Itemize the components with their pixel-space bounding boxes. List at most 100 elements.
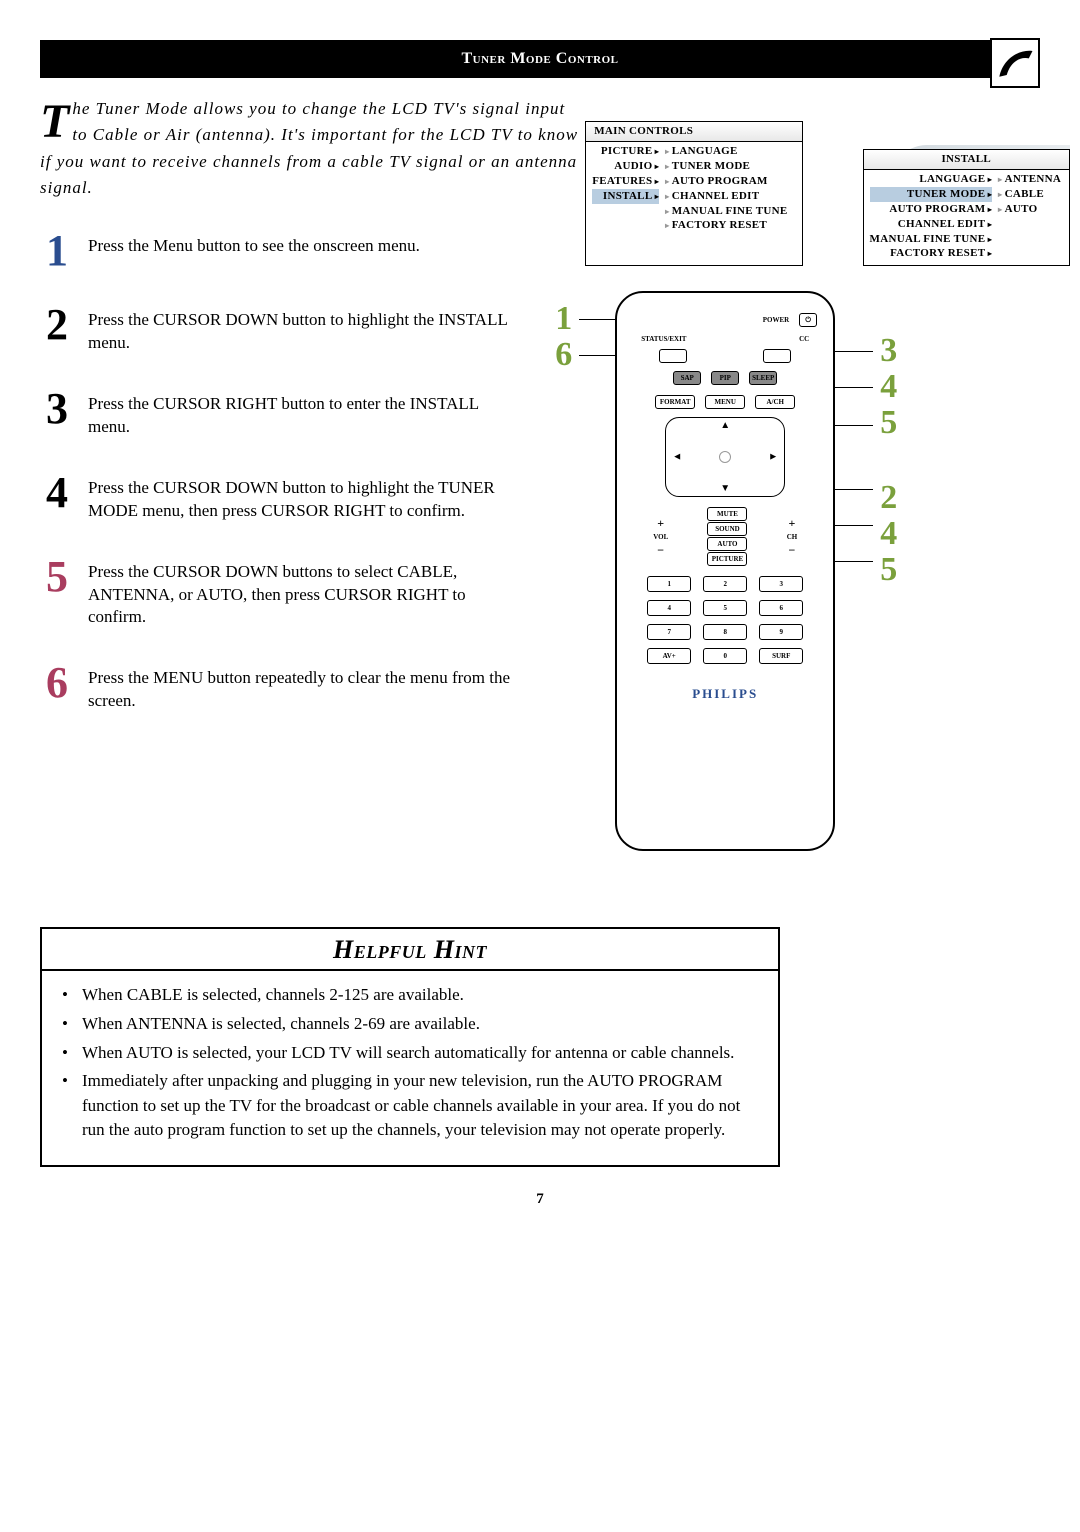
step-number: 3 [40,389,74,439]
menu-diagrams: MAIN CONTROLS PICTUREAUDIOFEATURESINSTAL… [585,121,1070,281]
leader-line [833,351,873,352]
cursor-left: ◄ [672,452,682,463]
menu-item: AUTO PROGRAM [870,202,992,217]
ch-minus: − [789,543,796,558]
numpad-button: SURF [759,648,803,664]
avch-button: A/CH [755,395,795,409]
step-number: 2 [40,305,74,355]
vol-minus: − [657,543,664,558]
numpad-button: 7 [647,624,691,640]
menu-item: MANUAL FINE TUNE [870,232,992,247]
leader-line [579,355,615,356]
vol-ch-cluster: + VOL − MUTE SOUND AUTO PICTURE + CH − [653,507,797,566]
menu-item: TUNER MODE [870,187,992,202]
cursor-up: ▲ [720,420,730,431]
step-text: Press the Menu button to see the onscree… [88,231,420,271]
intro-paragraph: T he Tuner Mode allows you to change the… [40,96,580,201]
intro-dropcap: T [40,100,70,143]
power-label: POWER [763,316,789,324]
menu-item: PICTURE [592,144,659,159]
menu-main-controls: MAIN CONTROLS PICTUREAUDIOFEATURESINSTAL… [585,121,802,266]
callouts-right: 345245 [880,333,897,587]
menu-item: AUDIO [592,159,659,174]
step: 1 Press the Menu button to see the onscr… [40,231,515,271]
auto-button: AUTO [707,537,747,551]
menu-item: AUTO PROGRAM [665,174,787,189]
intro-text: he Tuner Mode allows you to change the L… [40,99,578,197]
callout-number: 2 [880,480,897,516]
menu-item: LANGUAGE [665,144,787,159]
header-bar: Tuner Mode Control [40,40,1040,78]
status-label: STATUS/EXIT [641,335,686,343]
menu-item: ANTENNA [998,172,1061,187]
step-number: 5 [40,557,74,630]
cursor-down: ▼ [720,483,730,494]
step: 5 Press the CURSOR DOWN buttons to selec… [40,557,515,630]
hint-item: When ANTENNA is selected, channels 2-69 … [78,1012,756,1037]
remote-wrap: 16 345245 POWER ⏻ STATUS/EXIT CC [585,291,865,851]
diagram-column: MAIN CONTROLS PICTUREAUDIOFEATURESINSTAL… [525,231,1040,747]
menu-install: INSTALL LANGUAGETUNER MODEAUTO PROGRAMCH… [863,149,1070,266]
step-text: Press the CURSOR DOWN button to highligh… [88,305,515,355]
numpad-button: 1 [647,576,691,592]
callout-number: 4 [880,369,897,405]
step-number: 1 [40,231,74,271]
menu-item: FEATURES [592,174,659,189]
format-button: FORMAT [655,395,695,409]
menu-button: MENU [705,395,745,409]
step-text: Press the CURSOR DOWN button to highligh… [88,473,515,523]
callout-number: 5 [880,405,897,441]
leader-line [833,525,873,526]
menu-item: CHANNEL EDIT [665,189,787,204]
hint-list: When CABLE is selected, channels 2-125 a… [78,983,756,1143]
numpad: 123456789AV+0SURF [633,576,817,664]
menu1-title: MAIN CONTROLS [586,122,801,142]
sleep-button: SLEEP [749,371,777,385]
cursor-right: ► [768,452,778,463]
menu-item: CABLE [998,187,1061,202]
step-number: 4 [40,473,74,523]
ch-plus: + [789,516,796,531]
hint-item: Immediately after unpacking and plugging… [78,1069,756,1143]
sap-button: SAP [673,371,701,385]
menu2-title: INSTALL [864,150,1069,170]
status-button [659,349,687,363]
leader-line [833,387,873,388]
page-number: 7 [40,1191,1040,1208]
sound-button: SOUND [707,522,747,536]
hint-item: When AUTO is selected, your LCD TV will … [78,1041,756,1066]
cc-label: CC [799,335,809,343]
callout-number: 4 [880,516,897,552]
numpad-button: 3 [759,576,803,592]
header-title: Tuner Mode Control [461,50,618,67]
menu-item: LANGUAGE [870,172,992,187]
leader-line [579,319,615,320]
menu-item: INSTALL [592,189,659,204]
menu-item: MANUAL FINE TUNE [665,204,787,219]
brand-logo: PHILIPS [633,686,817,702]
callout-number: 6 [555,337,572,373]
hint-title: Helpful Hint [333,935,487,964]
cc-button [763,349,791,363]
picture-button: PICTURE [707,552,747,566]
numpad-button: 8 [703,624,747,640]
callout-number: 1 [555,301,572,337]
numpad-button: 4 [647,600,691,616]
menu-item: FACTORY RESET [665,218,787,233]
callout-number: 3 [880,333,897,369]
step: 2 Press the CURSOR DOWN button to highli… [40,305,515,355]
step-number: 6 [40,663,74,713]
numpad-button: 9 [759,624,803,640]
power-button: ⏻ [799,313,817,327]
leader-line [833,561,873,562]
step: 3 Press the CURSOR RIGHT button to enter… [40,389,515,439]
step-text: Press the MENU button repeatedly to clea… [88,663,515,713]
callout-number: 5 [880,552,897,588]
numpad-button: 5 [703,600,747,616]
step: 4 Press the CURSOR DOWN button to highli… [40,473,515,523]
step-text: Press the CURSOR DOWN buttons to select … [88,557,515,630]
step-text: Press the CURSOR RIGHT button to enter t… [88,389,515,439]
mute-button: MUTE [707,507,747,521]
cursor-ok [719,451,731,463]
callouts-left: 16 [555,301,572,372]
